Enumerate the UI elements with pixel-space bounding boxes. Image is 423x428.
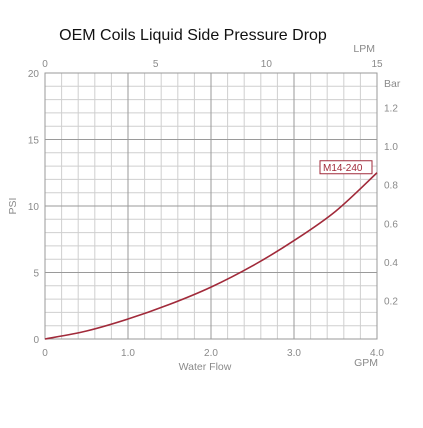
y-right-tick-label: 1.0 xyxy=(384,142,398,153)
chart-title: OEM Coils Liquid Side Pressure Drop xyxy=(59,27,327,44)
y-right-tick-label: 1.2 xyxy=(384,104,398,115)
x-tick-label: 4.0 xyxy=(370,348,384,359)
x-top-tick-label: 15 xyxy=(371,59,383,70)
y-tick-labels: 0 5 10 15 20 xyxy=(28,69,40,346)
y-tick-label: 20 xyxy=(28,69,40,80)
x-tick-label: 0 xyxy=(42,348,48,359)
x-top-tick-label: 0 xyxy=(42,59,48,70)
y-tick-label: 0 xyxy=(33,335,39,346)
y-right-tick-label: 0.8 xyxy=(384,181,398,192)
x-top-tick-labels: 0 5 10 15 xyxy=(42,59,383,70)
series-line xyxy=(44,172,378,340)
x-tick-label: 1.0 xyxy=(121,348,135,359)
y-tick-label: 15 xyxy=(28,136,40,147)
x-tick-labels: 0 1.0 2.0 3.0 4.0 xyxy=(42,348,384,359)
y-right-tick-label: 0.2 xyxy=(384,296,398,307)
x-tick-label: 2.0 xyxy=(204,348,218,359)
x-unit-label: GPM xyxy=(354,357,378,369)
y-right-tick-label: 0.6 xyxy=(384,219,398,230)
y-right-tick-labels: 0.2 0.4 0.6 0.8 1.0 1.2 xyxy=(384,104,398,308)
y-axis-title: PSI xyxy=(7,198,19,215)
x-top-tick-label: 10 xyxy=(261,59,273,70)
series-layer: M14-240 xyxy=(44,160,378,340)
series-label: M14-240 xyxy=(323,163,363,174)
x-top-tick-label: 5 xyxy=(153,59,159,70)
y-right-tick-label: 0.4 xyxy=(384,258,398,269)
x-axis-title: Water Flow xyxy=(179,361,232,373)
x-tick-label: 3.0 xyxy=(287,348,301,359)
major-grid xyxy=(45,73,377,339)
y-right-unit-label: Bar xyxy=(384,78,401,90)
y-tick-label: 5 xyxy=(33,269,39,280)
plot-frame xyxy=(44,72,378,340)
y-tick-label: 10 xyxy=(28,202,40,213)
x-top-unit-label: LPM xyxy=(353,43,375,55)
series-label-box xyxy=(319,160,373,175)
